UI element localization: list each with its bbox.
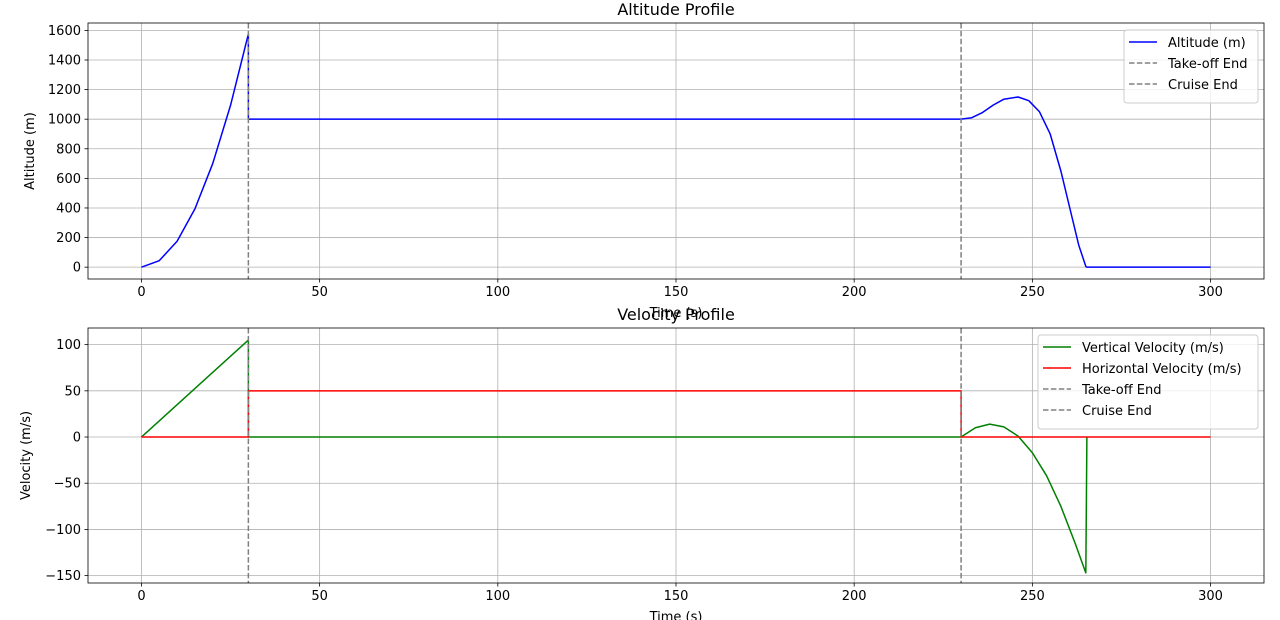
x-tick-label: 0	[137, 589, 145, 604]
series-line-2	[141, 390, 1211, 438]
x-tick-label: 250	[1020, 285, 1045, 300]
x-axis-label: Time (s)	[649, 610, 703, 620]
y-tick-label: 1000	[48, 113, 81, 128]
y-tick-label: −150	[45, 569, 81, 584]
y-tick-label: −100	[45, 523, 81, 538]
y-tick-label: 1600	[48, 24, 81, 39]
y-tick-label: 0	[73, 431, 81, 446]
legend-label: Altitude (m)	[1168, 36, 1246, 51]
x-tick-label: 50	[311, 589, 328, 604]
legend-box	[1123, 29, 1259, 104]
y-tick-label: 100	[56, 338, 81, 353]
legend: Vertical Velocity (m/s) Horizontal Veloci…	[1037, 334, 1259, 430]
x-tick-label: 100	[485, 285, 510, 300]
legend-label: Horizontal Velocity (m/s)	[1082, 362, 1242, 377]
legend-label: Take-off End	[1167, 57, 1248, 72]
legend: Altitude (m) Take-off End Cruise End	[1123, 29, 1259, 104]
chart-title: Velocity Profile	[617, 305, 735, 324]
legend-box	[1037, 334, 1259, 430]
y-tick-label: 1400	[48, 53, 81, 68]
chart-1: 0 50 100 150 200 250 300 0 200 400 600 800 1000 1200 1…	[23, 0, 1265, 321]
x-tick-label: 150	[664, 589, 689, 604]
x-tick-label: 300	[1198, 589, 1223, 604]
legend-label: Cruise End	[1082, 404, 1152, 419]
x-tick-label: 0	[137, 285, 145, 300]
x-tick-label: 200	[842, 589, 867, 604]
y-tick-label: 800	[56, 142, 81, 157]
y-tick-label: 400	[56, 201, 81, 216]
y-tick-label: 50	[64, 384, 81, 399]
x-tick-label: 100	[485, 589, 510, 604]
chart-title: Altitude Profile	[617, 0, 734, 19]
series-line-1	[141, 33, 1211, 268]
y-tick-label: 1200	[48, 83, 81, 98]
series-line-1	[140, 339, 1088, 574]
x-tick-label: 150	[664, 285, 689, 300]
y-tick-label: 600	[56, 172, 81, 187]
y-tick-label: −50	[54, 477, 81, 492]
x-tick-label: 200	[842, 285, 867, 300]
y-axis-label: Altitude (m)	[23, 112, 38, 190]
chart-2: 0 50 100 150 200 250 300 −150 −100 −50 0 50 100 Time …	[19, 305, 1265, 620]
legend-label: Take-off End	[1081, 383, 1162, 398]
x-tick-label: 50	[311, 285, 328, 300]
legend-label: Vertical Velocity (m/s)	[1082, 341, 1224, 356]
x-tick-label: 300	[1198, 285, 1223, 300]
legend-label: Cruise End	[1168, 78, 1238, 93]
y-axis-label: Velocity (m/s)	[19, 411, 34, 500]
y-tick-label: 0	[73, 261, 81, 276]
x-axis-label: Time (s)	[649, 306, 703, 321]
y-tick-label: 200	[56, 231, 81, 246]
x-tick-label: 250	[1020, 589, 1045, 604]
